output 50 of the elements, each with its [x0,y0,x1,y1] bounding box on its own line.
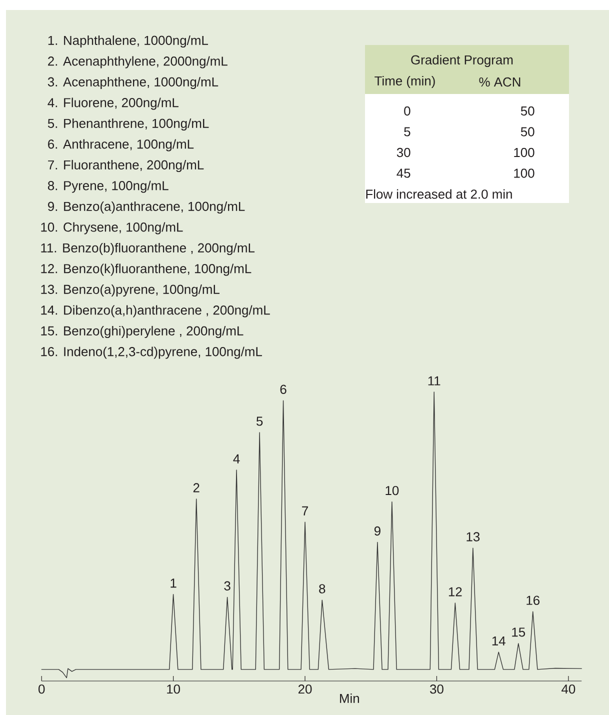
text: 14. Dibenzo(a,h)anthracene , 200ng/mL [41,305,270,318]
annotation: 4 [233,454,240,464]
text: 45 [396,168,410,178]
text: 30 [396,148,410,158]
text: 2. Acenaphthylene, 2000ng/mL [48,56,228,68]
annotation: 8 [319,584,326,594]
x-tick-label: 20 [298,684,312,694]
x-tick-label: 30 [430,684,444,694]
annotation: 15 [512,628,526,637]
text: 15. Benzo(ghi)perylene , 200ng/mL [41,326,244,338]
annotation: 16 [526,596,540,605]
x-tick-label: 0 [38,684,45,694]
text: 6. Anthracene, 100ng/mL [48,139,194,152]
text: 100 [514,168,534,178]
text: 12. Benzo(k)fluoranthene, 100ng/mL [41,264,252,276]
annotation: 5 [256,416,263,426]
annotation: 1 [170,578,176,588]
text: 11. Benzo(b)fluoranthene , 200ng/mL [41,242,255,256]
text: 9. Benzo(a)anthracene, 100ng/mL [48,201,245,214]
annotation: 9 [374,526,380,536]
annotation: 13 [466,532,480,542]
text: 16. Indeno(1,2,3-cd)pyrene, 100ng/mL [41,346,262,359]
text: 50 [520,106,534,116]
text: Time (min) [374,76,435,88]
text: Flow increased at 2.0 min [366,189,512,199]
text: 8. Pyrene, 100ng/mL [48,180,168,193]
text: 7. Fluoranthene, 200ng/mL [48,160,204,172]
x-axis-title: Min [340,694,359,703]
annotation: 7 [302,506,308,516]
x-tick-label: 40 [562,684,576,694]
annotation: 11 [428,376,440,386]
text: 3. Acenaphthene, 1000ng/mL [48,76,218,90]
text: 0 [404,106,410,116]
text: 4. Fluorene, 200ng/mL [48,98,178,110]
annotation: 2 [193,483,200,492]
text: 50 [520,127,534,136]
annotation: 6 [280,384,286,394]
text: 5. Phenanthrene, 100ng/mL [48,118,209,131]
text: 1. Naphthalene, 1000ng/mL [48,35,208,48]
text: % ACN [479,77,520,87]
text: 5 [404,127,410,136]
text: Gradient Program [411,54,513,68]
x-tick-label: 10 [167,684,180,694]
annotation: 10 [386,486,399,496]
text: 100 [514,148,534,158]
annotation: 12 [448,587,462,596]
annotation: 3 [224,581,230,590]
text: 10. Chrysene, 100ng/mL [41,222,183,234]
annotation: 14 [492,636,506,646]
text: 13. Benzo(a)pyrene, 100ng/mL [41,284,220,297]
